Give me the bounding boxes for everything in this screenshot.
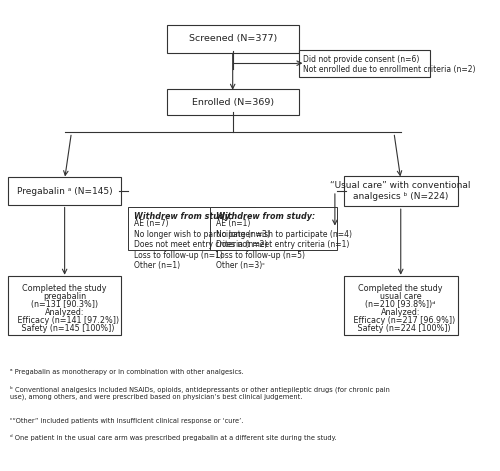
- Text: AE (n=1)
No longer wish to participate (n=4)
Does not meet entry criteria (n=1)
: AE (n=1) No longer wish to participate (…: [216, 219, 352, 270]
- FancyBboxPatch shape: [344, 276, 458, 335]
- Text: ᵃ Pregabalin as monotherapy or in combination with other analgesics.: ᵃ Pregabalin as monotherapy or in combin…: [10, 369, 244, 375]
- FancyBboxPatch shape: [8, 276, 121, 335]
- Text: Analyzed:: Analyzed:: [45, 309, 84, 317]
- Text: usual care: usual care: [380, 292, 422, 301]
- Text: Withdrew from study:: Withdrew from study:: [216, 212, 315, 221]
- Text: Pregabalin ᵃ (N=145): Pregabalin ᵃ (N=145): [17, 187, 112, 195]
- Text: Did not provide consent (n=6)
Not enrolled due to enrollment criteria (n=2): Did not provide consent (n=6) Not enroll…: [303, 55, 476, 74]
- Text: AE (n=7)
No longer wish to participate (n=3)
Does not meet entry criteria (n=2)
: AE (n=7) No longer wish to participate (…: [134, 219, 270, 270]
- Text: (n=210 [93.8%])ᵈ: (n=210 [93.8%])ᵈ: [366, 300, 436, 309]
- Text: ᵈ One patient in the usual care arm was prescribed pregabalin at a different sit: ᵈ One patient in the usual care arm was …: [10, 434, 336, 441]
- Text: Enrolled (N=369): Enrolled (N=369): [192, 97, 274, 106]
- FancyBboxPatch shape: [128, 207, 256, 250]
- FancyBboxPatch shape: [298, 49, 430, 77]
- Text: Withdrew from study:: Withdrew from study:: [134, 212, 234, 221]
- Text: Completed the study: Completed the study: [22, 284, 107, 293]
- Text: Safety (n=224 [100%]): Safety (n=224 [100%]): [350, 324, 451, 333]
- FancyBboxPatch shape: [167, 89, 298, 115]
- FancyBboxPatch shape: [8, 178, 121, 204]
- Text: pregabalin: pregabalin: [43, 292, 86, 301]
- Text: Safety (n=145 [100%]): Safety (n=145 [100%]): [14, 324, 115, 333]
- Text: ᶜ“Other” included patients with insufficient clinical response or ‘cure’.: ᶜ“Other” included patients with insuffic…: [10, 418, 243, 424]
- Text: (n=131 [90.3%]): (n=131 [90.3%]): [31, 300, 98, 309]
- Text: Efficacy (n=217 [96.9%]): Efficacy (n=217 [96.9%]): [346, 316, 456, 325]
- Text: “Usual care” with conventional
analgesics ᵇ (N=224): “Usual care” with conventional analgesic…: [330, 181, 471, 201]
- Text: Analyzed:: Analyzed:: [381, 309, 420, 317]
- FancyBboxPatch shape: [167, 25, 298, 53]
- FancyBboxPatch shape: [210, 207, 337, 250]
- Text: Completed the study: Completed the study: [358, 284, 443, 293]
- Text: Screened (N=377): Screened (N=377): [188, 34, 277, 43]
- FancyBboxPatch shape: [344, 176, 458, 206]
- Text: ᵇ Conventional analgesics included NSAIDs, opioids, antidepressants or other ant: ᵇ Conventional analgesics included NSAID…: [10, 385, 390, 400]
- Text: Efficacy (n=141 [97.2%]): Efficacy (n=141 [97.2%]): [10, 316, 119, 325]
